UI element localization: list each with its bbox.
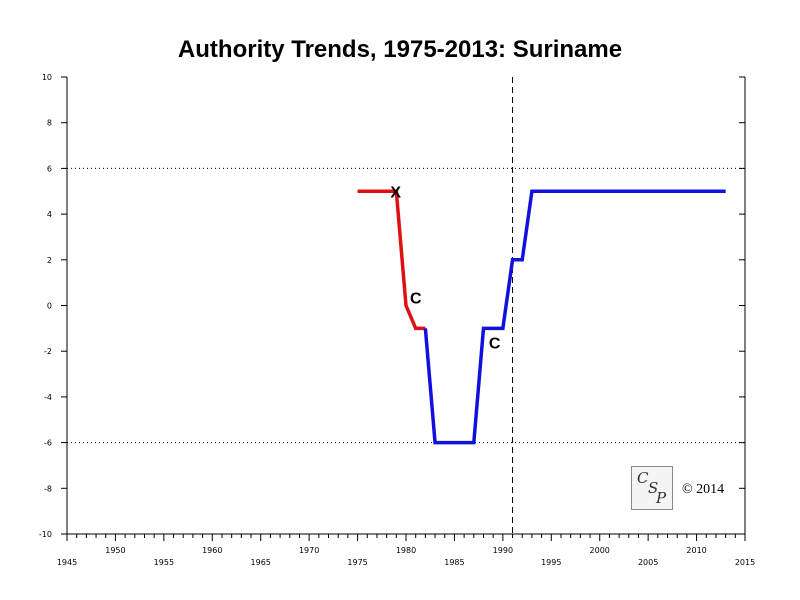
x-tick-label: 2015 xyxy=(735,558,755,567)
x-tick-label: 1965 xyxy=(251,558,271,567)
y-tick-label: -8 xyxy=(44,484,52,493)
y-tick-label: 0 xyxy=(47,302,52,311)
x-tick-label: 2010 xyxy=(686,546,706,555)
y-tick-label: -6 xyxy=(44,439,52,448)
x-tick-label: 1970 xyxy=(299,546,319,555)
annotation-label: X xyxy=(390,184,401,201)
series-line-1 xyxy=(423,189,726,445)
csp-logo: C S P xyxy=(631,466,673,510)
series-lines xyxy=(357,189,726,445)
x-tick-label: 1995 xyxy=(541,558,561,567)
y-tick-label: -10 xyxy=(39,530,52,539)
annotations: X C C xyxy=(390,184,501,352)
y-tick-label: 6 xyxy=(47,164,52,173)
x-tick-label: 1945 xyxy=(57,558,77,567)
annotation-label: C xyxy=(489,335,501,352)
y-tick-label: -2 xyxy=(44,347,52,356)
y-tick-label: 2 xyxy=(47,256,52,265)
logo-letter-p: P xyxy=(656,489,667,507)
x-tick-label: 1990 xyxy=(493,546,513,555)
logo-letter-s: S xyxy=(648,479,659,497)
x-tick-label: 1950 xyxy=(105,546,125,555)
y-tick-label: -4 xyxy=(44,393,52,402)
x-tick-label: 2005 xyxy=(638,558,658,567)
x-tick-label: 2000 xyxy=(590,546,610,555)
series-line-0 xyxy=(357,189,426,331)
x-tick-label: 1975 xyxy=(347,558,367,567)
y-tick-label: 4 xyxy=(47,210,52,219)
x-tick-label: 1980 xyxy=(396,546,416,555)
chart-title: Authority Trends, 1975-2013: Suriname xyxy=(177,36,623,63)
x-tick-label: 1985 xyxy=(444,558,464,567)
reference-lines xyxy=(67,77,745,534)
y-tick-label: 10 xyxy=(42,73,52,82)
copyright-text: © 2014 xyxy=(682,482,725,497)
x-tick-label: 1960 xyxy=(202,546,222,555)
logo-letter-c: C xyxy=(637,469,649,487)
annotation-label: C xyxy=(410,291,422,308)
y-tick-label: 8 xyxy=(47,119,52,128)
x-tick-label: 1955 xyxy=(154,558,174,567)
axes: 10 8 6 4 2 0 -2 -4 -6 -8 -10 1945 1955 1965 1975 1985 19… xyxy=(39,73,755,567)
